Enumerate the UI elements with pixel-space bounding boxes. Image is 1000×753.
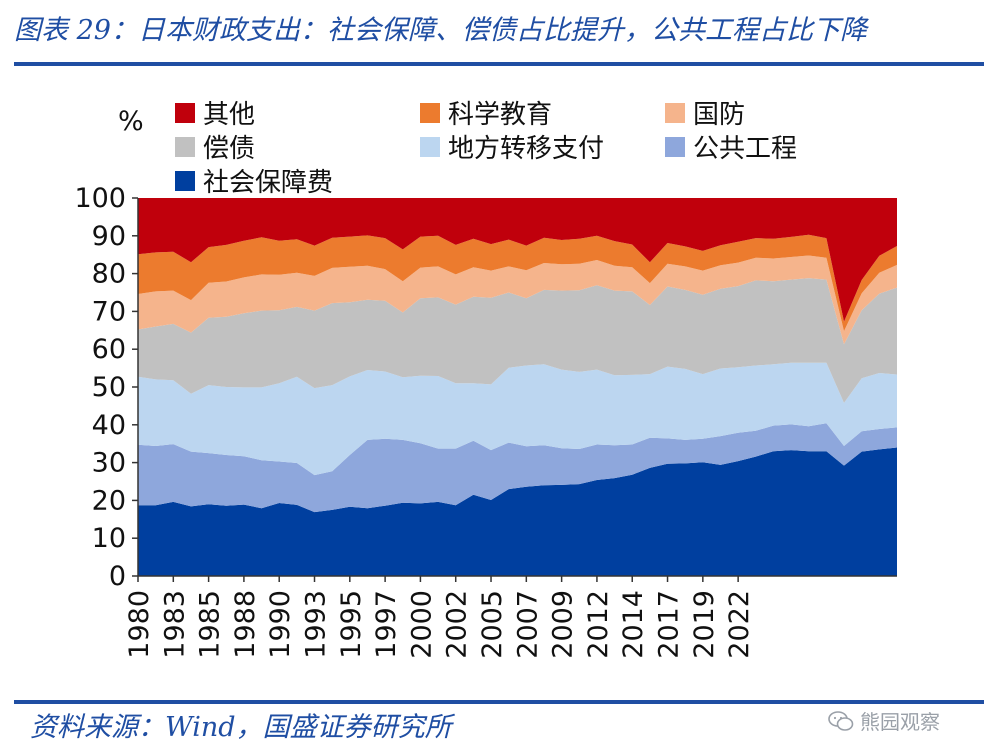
x-tick-label: 2012 [583,590,614,659]
x-tick-label: 1997 [371,590,402,659]
watermark: 熊园观察 [828,706,940,735]
x-tick-label: 2009 [548,590,579,659]
area-6 [138,234,897,332]
legend-swatch [665,102,685,123]
x-tick-label: 1995 [336,590,367,659]
x-tick-label: 2002 [442,590,473,659]
legend-swatch [175,170,195,191]
legend-swatch [665,136,685,157]
area-3 [138,362,897,476]
stacked-area-chart: % 0 10 20 30 40 50 60 70 80 90 100 1980 1983 1985 1988… [74,106,897,659]
area-1 [138,447,897,576]
watermark-text: 熊园观察 [860,710,940,734]
legend-item: 科学教育 [420,94,552,131]
legend-label: 公共工程 [693,134,798,164]
y-tick-label: 90 [92,221,126,252]
area-series-group [138,198,897,576]
x-tick-label: 1985 [195,590,226,659]
y-tick-label: 30 [92,448,126,479]
legend-item: 偿债 [175,128,255,165]
area-2 [138,423,897,513]
legend-swatch [420,136,440,157]
legend-label: 国防 [693,100,746,130]
x-tick-label: 1993 [301,590,332,659]
legend-swatch [175,102,195,123]
y-tick-label: 20 [92,485,126,516]
legend-label: 科学教育 [448,100,553,130]
x-tick-label: 2019 [689,590,720,659]
source-note: 资料来源：Wind，国盛证券研究所 [30,712,452,743]
y-tick-label: 60 [92,334,126,365]
area-5 [138,255,897,345]
x-tick-label: 1980 [124,590,155,659]
x-tick-label: 2022 [724,590,755,659]
y-tick-label: 100 [74,183,126,214]
legend-label: 社会保障费 [203,168,334,198]
title-rule [14,62,984,66]
x-tick-label: 2014 [618,590,649,659]
legend-item: 公共工程 [665,128,797,165]
legend-item: 社会保障费 [175,162,333,199]
wechat-icon [828,710,854,731]
legend-swatch [175,136,195,157]
legend-label: 偿债 [203,134,256,164]
legend-item: 地方转移支付 [420,128,604,165]
footer-rule [14,700,984,704]
legend-label: 其他 [203,100,256,130]
x-tick-label: 2005 [477,590,508,659]
y-tick-label: 70 [92,296,126,327]
x-tick-label: 2000 [406,590,437,659]
x-tick-label: 2007 [512,590,543,659]
legend-swatch [420,102,440,123]
y-tick-label: 80 [92,259,126,290]
y-tick-label: 10 [92,523,126,554]
area-4 [138,278,897,403]
chart-title: 图表 29：日本财政支出：社会保障、偿债占比提升，公共工程占比下降 [14,15,867,46]
y-axis-label: % [118,106,144,137]
y-tick-label: 0 [109,561,126,592]
legend-item: 国防 [665,94,745,131]
x-tick-label: 1983 [159,590,190,659]
legend-item: 其他 [175,94,255,131]
area-7 [138,198,897,322]
x-tick-label: 1990 [265,590,296,659]
y-tick-label: 40 [92,410,126,441]
y-tick-label: 50 [92,372,126,403]
x-tick-label: 2017 [654,590,685,659]
legend-label: 地方转移支付 [448,134,605,164]
x-tick-label: 1988 [230,590,261,659]
